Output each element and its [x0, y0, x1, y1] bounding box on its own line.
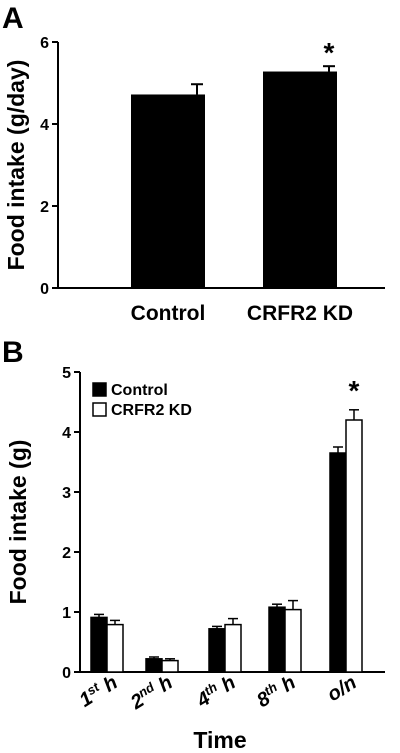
panel-a-y-tick-label: 0 — [40, 281, 49, 298]
panel-b-y-tick-label: 4 — [62, 425, 71, 442]
panel-b-y-tick-label: 1 — [62, 605, 71, 622]
panel-b-bar-crfr2-kd — [345, 419, 363, 673]
panel-b-category-label: 2nd h — [125, 669, 177, 714]
panel-a-y-tick-label: 6 — [40, 35, 49, 52]
panel-a-bar — [131, 94, 205, 288]
legend-swatch-control — [92, 382, 107, 397]
panel-b-y-tick-label: 5 — [62, 365, 71, 382]
panel-b-y-tick-label: 3 — [62, 485, 71, 502]
panel-b-significance-marker: * — [349, 375, 360, 406]
panel-b-label: B — [2, 336, 24, 369]
panel-a-y-axis-title: Food intake (g/day) — [3, 60, 29, 271]
panel-b-bar-control — [268, 606, 286, 673]
panel-b-bar-control — [208, 628, 226, 673]
panel-b-bar-control — [145, 658, 163, 673]
panel-b-y-tick-label: 0 — [62, 665, 71, 682]
legend-label-control: Control — [111, 382, 168, 399]
panel-a-label: A — [2, 2, 24, 35]
panel-a-significance-marker: * — [324, 37, 335, 68]
panel-a-bar — [263, 71, 337, 289]
panel-b-category-label: 4th h — [191, 669, 240, 712]
panel-b-bar-crfr2-kd — [224, 623, 242, 673]
panel-a-category-label: Control — [131, 302, 206, 325]
panel-a-category-label: CRFR2 KD — [247, 302, 353, 325]
legend-swatch-crfr2-kd — [92, 402, 107, 417]
panel-b-x-axis-title: Time — [193, 727, 246, 753]
panel-a: A Food intake (g/day) 0 2 4 6 Control CRFR2 K… — [2, 2, 385, 325]
panel-b-category-label: o/n — [324, 672, 361, 707]
panel-b-y-axis-title: Food intake (g) — [5, 440, 31, 605]
panel-a-y-tick-label: 2 — [40, 199, 49, 216]
panel-b-category-label: 1st h — [74, 669, 121, 711]
panel-b-bar-control — [329, 452, 347, 673]
panel-a-y-tick-label: 4 — [40, 117, 49, 134]
panel-b-bar-crfr2-kd — [106, 623, 124, 673]
panel-b-category-label: 8th h — [252, 669, 300, 712]
panel-b-y-tick-label: 2 — [62, 545, 71, 562]
legend-label-crfr2-kd: CRFR2 KD — [111, 402, 192, 419]
panel-b-bar-crfr2-kd — [284, 608, 302, 673]
panel-b-legend: Control CRFR2 KD — [92, 382, 192, 419]
panel-b-bar-control — [90, 616, 108, 673]
panel-a-plot-area: 0 2 4 6 Control CRFR2 KD * — [40, 35, 385, 325]
panel-b-bar-crfr2-kd — [161, 659, 179, 673]
